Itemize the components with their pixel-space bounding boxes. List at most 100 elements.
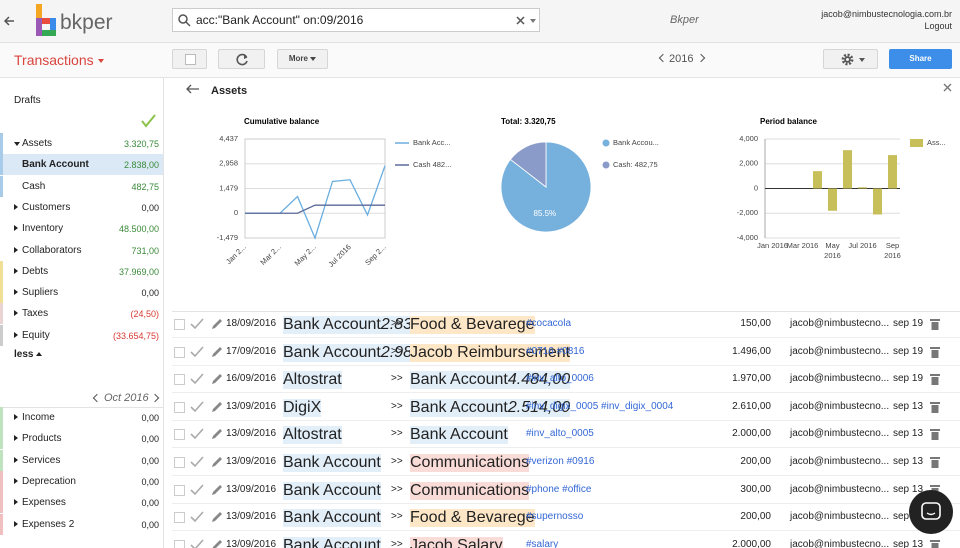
sidebar-divider <box>163 77 164 548</box>
page-title[interactable]: Transactions <box>14 52 104 68</box>
account-balance: 731,00 <box>131 245 159 256</box>
x-tick-label: Jan 2... <box>224 242 248 266</box>
account-row[interactable]: Services 0,00 <box>0 449 163 471</box>
account-color-bar <box>0 133 3 154</box>
account-row[interactable]: Expenses 0,00 <box>0 492 163 514</box>
series-line <box>245 204 385 214</box>
bar <box>813 171 822 189</box>
search-query: acc:"Bank Account" on:09/2016 <box>196 13 364 27</box>
account-row[interactable]: Inventory 48.500,00 <box>0 218 163 239</box>
expand-icon <box>14 477 18 484</box>
account-name: Cash <box>22 180 46 192</box>
panel-back[interactable] <box>186 84 200 94</box>
account-row[interactable]: Supliers 0,00 <box>0 282 163 304</box>
more-button[interactable]: More <box>277 49 328 69</box>
y-tick-label: 0 <box>754 183 758 192</box>
account-balance: (24,50) <box>130 309 159 320</box>
legend-label: Bank Accou... <box>613 138 659 147</box>
expand-icon <box>14 225 18 232</box>
account-row[interactable]: Products 0,00 <box>0 428 163 450</box>
less-toggle[interactable]: less <box>14 349 43 360</box>
y-tick-label: -1,479 <box>217 233 238 242</box>
settings-button[interactable] <box>823 49 878 69</box>
account-color-bar <box>0 260 3 282</box>
chart-title: Period balance <box>760 117 817 126</box>
expand-icon <box>14 456 18 463</box>
account-color-bar <box>0 303 3 325</box>
chart-title: Cumulative balance <box>244 117 320 126</box>
account-color-bar <box>0 324 3 346</box>
account-row[interactable]: Expenses 2 0,00 <box>0 513 163 535</box>
legend-label: Ass... <box>927 138 946 147</box>
drafts-link[interactable]: Drafts <box>14 95 41 106</box>
account-color-bar <box>0 175 3 197</box>
account-name: Products <box>22 433 62 445</box>
account-name: Equity <box>22 329 50 341</box>
x-tick-label: May 2016 <box>824 241 841 260</box>
account-balance: 0,00 <box>141 455 159 466</box>
x-tick-label: Mar 2... <box>258 242 282 266</box>
less-label: less <box>14 349 34 360</box>
pie-slice <box>509 141 547 188</box>
account-row[interactable]: Equity (33.654,75) <box>0 324 163 346</box>
account-row[interactable]: Debts 37.969,00 <box>0 260 163 282</box>
share-button[interactable]: Share <box>889 49 952 69</box>
bar <box>843 150 852 189</box>
chat-button[interactable] <box>909 490 953 534</box>
account-row[interactable]: Deprecation 0,00 <box>0 470 163 492</box>
page-title-text: Transactions <box>14 52 94 68</box>
account-color-bar <box>0 492 3 514</box>
account-name: Expenses <box>22 497 66 509</box>
logout-link[interactable]: Logout <box>924 21 952 31</box>
logo-text: bkper <box>60 11 113 34</box>
x-tick-label: Sep 2... <box>363 242 388 267</box>
account-balance: 2.838,00 <box>123 160 159 171</box>
y-tick-label: 1,479 <box>219 183 238 192</box>
account-row[interactable]: Taxes (24,50) <box>0 303 163 325</box>
account-balance: 482,75 <box>131 181 159 192</box>
account-color-bar <box>0 449 3 471</box>
bar <box>873 188 882 215</box>
slice-label: 85.5% <box>533 209 556 218</box>
x-tick-label: Sep 2016 <box>884 241 901 260</box>
expand-icon <box>14 246 18 253</box>
account-balance: (33.654,75) <box>112 330 159 341</box>
account-name: Collaborators <box>22 244 82 256</box>
account-row[interactable]: Assets 3.320,75 <box>0 133 163 154</box>
chat-icon <box>921 502 941 520</box>
back-button[interactable] <box>2 14 16 28</box>
period: Oct 2016 <box>104 392 149 404</box>
clear-search[interactable] <box>516 16 525 25</box>
toolbar <box>0 43 960 78</box>
account-balance: 0,00 <box>141 498 159 509</box>
account-name: Customers <box>22 201 71 213</box>
collapse-icon <box>14 142 20 146</box>
account-row[interactable]: Bank Account 2.838,00 <box>0 154 163 176</box>
y-tick-label: 4,000 <box>739 134 758 143</box>
legend-label: Cash: 482,75 <box>613 160 658 169</box>
table-top <box>172 311 960 312</box>
legend-label: Bank Acc... <box>413 138 451 147</box>
expand-icon <box>14 499 18 506</box>
account-row[interactable]: Income 0,00 <box>0 407 163 428</box>
legend-label: Cash 482... <box>413 160 451 169</box>
expand-icon <box>14 310 18 317</box>
account-balance: 0,00 <box>141 434 159 445</box>
refresh-button[interactable] <box>218 49 265 69</box>
account-name: Supliers <box>22 287 59 299</box>
account-row[interactable]: Customers 0,00 <box>0 197 163 218</box>
select-button[interactable] <box>172 49 207 69</box>
user-email: jacob@nimbustecnologia.com.br <box>821 9 952 19</box>
x-tick-label: Mar 2016 <box>786 241 819 250</box>
expand-icon <box>14 331 18 338</box>
expand-icon <box>14 203 18 210</box>
account-row[interactable]: Cash 482,75 <box>0 175 163 197</box>
account-row[interactable]: Collaborators 731,00 <box>0 240 163 261</box>
panel-close[interactable] <box>943 83 952 92</box>
account-name: Debts <box>22 265 49 277</box>
search-dropdown[interactable] <box>530 19 536 23</box>
search-box[interactable]: acc:"Bank Account" on:09/2016 <box>172 8 540 32</box>
panel-title: Assets <box>211 85 248 97</box>
expand-icon <box>14 520 18 527</box>
